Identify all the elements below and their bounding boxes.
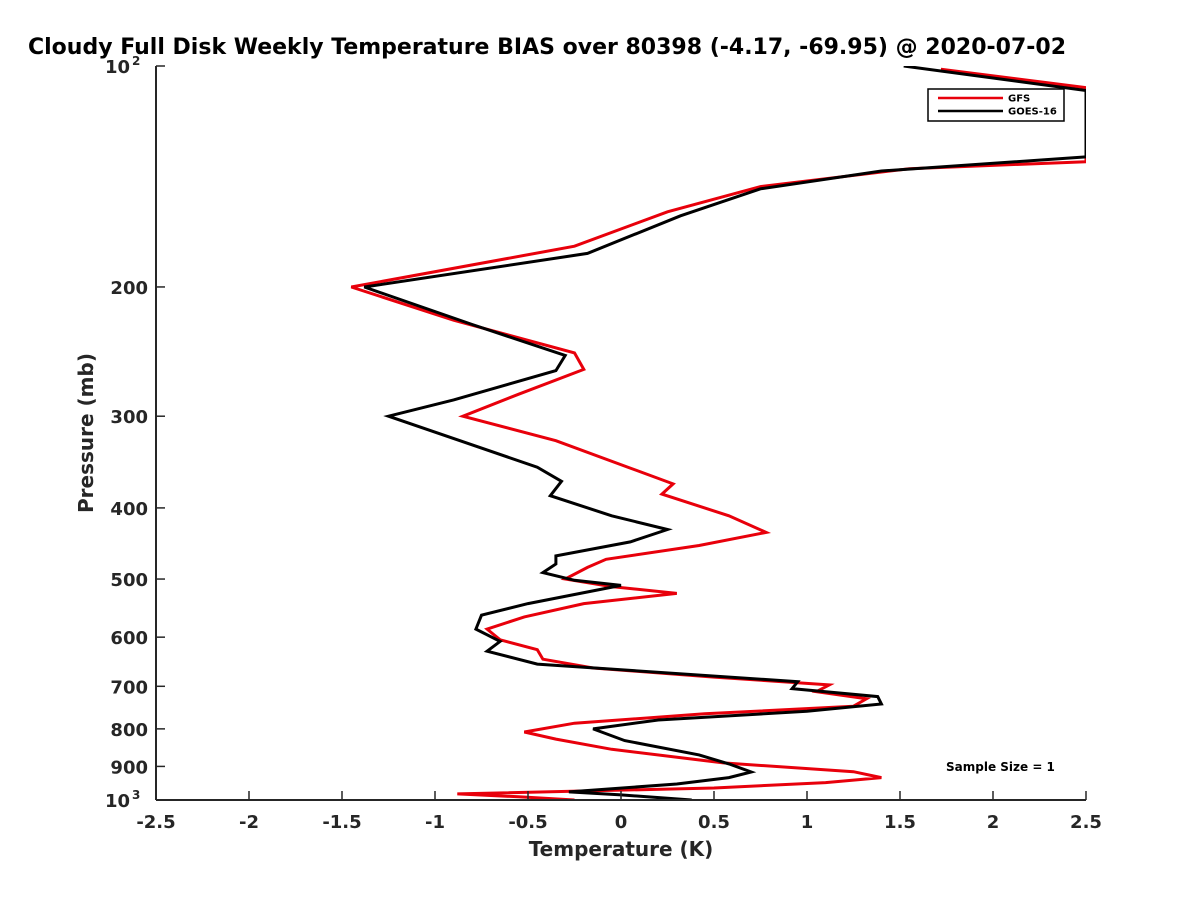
y-tick-label: 600 bbox=[110, 628, 148, 649]
x-tick-label: -0.5 bbox=[508, 812, 547, 833]
x-tick-label: 2.5 bbox=[1070, 812, 1102, 833]
x-tick-label: 0 bbox=[615, 812, 628, 833]
x-tick-label: -1 bbox=[425, 812, 445, 833]
legend-box bbox=[927, 88, 1065, 122]
legend-label-goes16: GOES-16 bbox=[1008, 107, 1057, 118]
x-tick-label: -2.5 bbox=[136, 812, 175, 833]
x-ticks: -2.5 -2 -1.5 -1 -0.5 0 0.5 1 1.5 2 2.5 bbox=[136, 791, 1102, 833]
y-tick-exponent: 3 bbox=[132, 788, 140, 802]
x-tick-label: 0.5 bbox=[698, 812, 730, 833]
legend: GFS GOES-16 bbox=[927, 88, 1065, 122]
series-line-gfs bbox=[350, 67, 1086, 800]
y-tick-exponent: 2 bbox=[132, 54, 140, 68]
y-tick-label: 500 bbox=[110, 570, 148, 591]
series-layer bbox=[350, 66, 1086, 800]
x-tick-label: 2 bbox=[987, 812, 1000, 833]
x-tick-label: 1.5 bbox=[884, 812, 916, 833]
y-tick-label: 10 bbox=[105, 57, 130, 78]
x-tick-label: -2 bbox=[239, 812, 259, 833]
sample-size-annotation: Sample Size = 1 bbox=[946, 760, 1055, 774]
x-tick-label: -1.5 bbox=[322, 812, 361, 833]
y-tick-label: 400 bbox=[110, 499, 148, 520]
y-tick-label: 200 bbox=[110, 278, 148, 299]
chart-title: Cloudy Full Disk Weekly Temperature BIAS… bbox=[28, 35, 1066, 60]
x-tick-label: 1 bbox=[801, 812, 814, 833]
y-tick-label: 800 bbox=[110, 720, 148, 741]
y-tick-label: 300 bbox=[110, 407, 148, 428]
x-axis-label: Temperature (K) bbox=[529, 837, 714, 861]
series-line-goes16 bbox=[363, 66, 1086, 800]
legend-label-gfs: GFS bbox=[1008, 94, 1030, 105]
y-axis-label: Pressure (mb) bbox=[74, 353, 98, 513]
y-tick-label: 700 bbox=[110, 677, 148, 698]
y-tick-label: 900 bbox=[110, 757, 148, 778]
y-tick-label: 10 bbox=[105, 791, 130, 812]
